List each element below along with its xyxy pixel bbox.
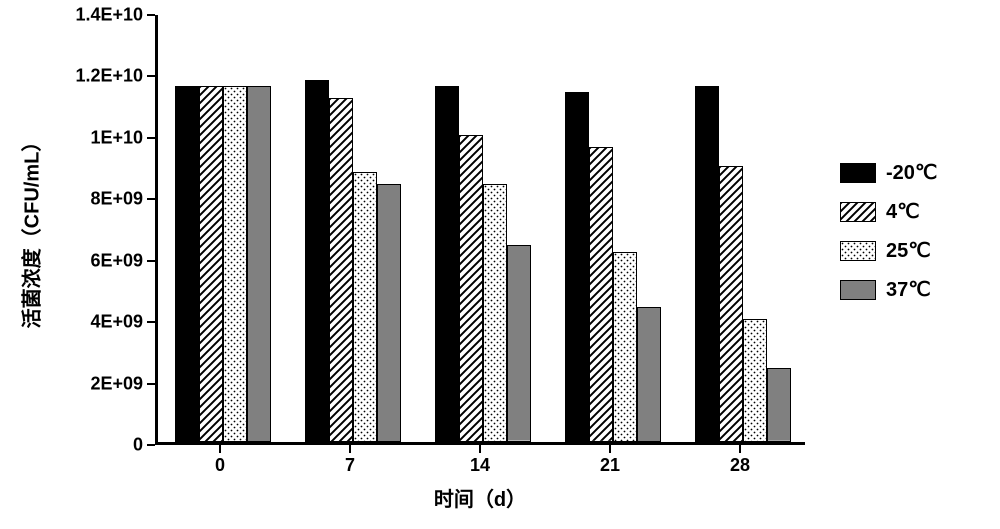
x-tick-label: 28 bbox=[730, 455, 750, 476]
bar bbox=[767, 368, 791, 442]
y-tick bbox=[147, 14, 155, 16]
legend-swatch bbox=[840, 163, 876, 183]
bar bbox=[613, 252, 637, 442]
x-tick-label: 7 bbox=[345, 455, 355, 476]
x-tick-label: 21 bbox=[600, 455, 620, 476]
legend-item: 37℃ bbox=[840, 277, 937, 302]
bar bbox=[199, 86, 223, 442]
bar bbox=[507, 245, 531, 442]
bar-chart: 0 2E+09 4E+09 6E+09 8E+09 1E+10 1.2E+10 1.4E+10… bbox=[0, 0, 1000, 529]
y-tick-label: 0 bbox=[133, 435, 143, 456]
legend-label: 37℃ bbox=[886, 277, 931, 302]
legend: -20℃ 4℃ 25℃ 37℃ bbox=[840, 160, 937, 316]
bar bbox=[435, 86, 459, 442]
bar bbox=[175, 86, 199, 442]
y-tick-label: 1.4E+10 bbox=[75, 5, 143, 26]
bar bbox=[247, 86, 271, 442]
y-tick bbox=[147, 321, 155, 323]
bar bbox=[743, 319, 767, 442]
bar bbox=[695, 86, 719, 442]
bar bbox=[637, 307, 661, 442]
bar bbox=[353, 172, 377, 442]
bar bbox=[719, 166, 743, 442]
x-tick bbox=[219, 445, 221, 453]
legend-label: -20℃ bbox=[886, 160, 937, 185]
bar bbox=[565, 92, 589, 442]
x-tick-label: 0 bbox=[215, 455, 225, 476]
y-tick bbox=[147, 383, 155, 385]
legend-swatch bbox=[840, 202, 876, 222]
legend-label: 4℃ bbox=[886, 199, 920, 224]
x-tick bbox=[739, 445, 741, 453]
y-tick-label: 8E+09 bbox=[90, 189, 143, 210]
bar bbox=[329, 98, 353, 442]
bar bbox=[483, 184, 507, 442]
legend-item: -20℃ bbox=[840, 160, 937, 185]
y-tick bbox=[147, 75, 155, 77]
x-tick-label: 14 bbox=[470, 455, 490, 476]
y-tick-label: 6E+09 bbox=[90, 250, 143, 271]
y-tick-label: 1E+10 bbox=[90, 127, 143, 148]
bar bbox=[459, 135, 483, 442]
y-tick-label: 1.2E+10 bbox=[75, 66, 143, 87]
legend-item: 25℃ bbox=[840, 238, 937, 263]
y-tick bbox=[147, 137, 155, 139]
y-tick-label: 2E+09 bbox=[90, 373, 143, 394]
legend-item: 4℃ bbox=[840, 199, 937, 224]
bar bbox=[223, 86, 247, 442]
y-tick bbox=[147, 260, 155, 262]
legend-swatch bbox=[840, 241, 876, 261]
x-tick bbox=[609, 445, 611, 453]
bar bbox=[377, 184, 401, 442]
legend-label: 25℃ bbox=[886, 238, 931, 263]
x-axis-label: 时间（d） bbox=[434, 483, 526, 512]
y-tick-label: 4E+09 bbox=[90, 312, 143, 333]
legend-swatch bbox=[840, 280, 876, 300]
y-axis-label: 活菌浓度（CFU/mL） bbox=[16, 132, 45, 329]
x-tick bbox=[349, 445, 351, 453]
bar bbox=[589, 147, 613, 442]
bar bbox=[305, 80, 329, 442]
y-tick bbox=[147, 444, 155, 446]
plot-area bbox=[155, 15, 805, 445]
x-tick bbox=[479, 445, 481, 453]
y-tick bbox=[147, 198, 155, 200]
